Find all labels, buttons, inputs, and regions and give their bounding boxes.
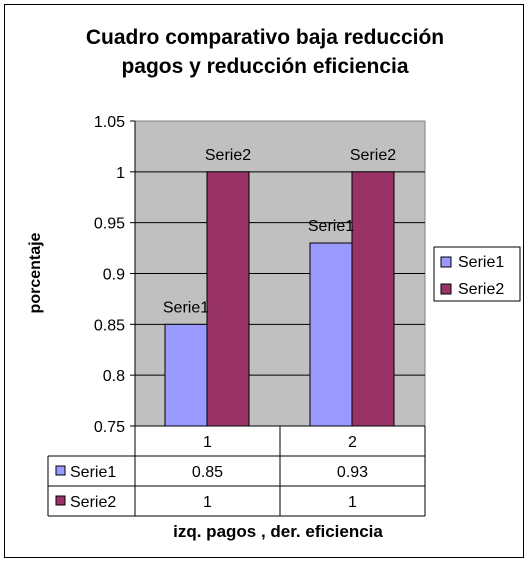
table-legend-swatch	[55, 465, 66, 476]
table-header-cell: 2	[348, 434, 357, 451]
bar-serie2-2	[351, 171, 395, 427]
chart-title-line-2: pagos y reducción eficiencia	[121, 55, 408, 78]
bar-serie1-1	[164, 323, 208, 427]
bar-serie2-1	[206, 171, 250, 427]
y-axis-label: porcentaje	[27, 232, 44, 313]
bars	[164, 171, 395, 427]
bar-label: Serie1	[308, 218, 354, 235]
table-header-cell: 1	[203, 434, 212, 451]
legend-label-serie1: Serie1	[458, 254, 504, 271]
y-tick-label: 0.75	[94, 419, 125, 436]
data-table: 1 2 Serie1 0.85 0.93 Serie2 1 1	[47, 425, 426, 517]
legend-label-serie2: Serie2	[458, 281, 504, 298]
y-tick-label: 1.05	[94, 114, 125, 131]
bar-serie1-2	[309, 242, 353, 427]
bar-label: Serie2	[205, 147, 251, 164]
y-tick-label: 0.95	[94, 216, 125, 233]
x-axis-label: izq. pagos , der. eficiencia	[173, 522, 383, 541]
legend-swatch-serie2	[440, 283, 452, 295]
table-series-name: Serie1	[70, 464, 116, 481]
bar-label: Serie2	[350, 147, 396, 164]
legend: Serie1 Serie2	[433, 246, 521, 302]
chart-title-line-1: Cuadro comparativo baja reducción	[86, 26, 444, 49]
bar-label: Serie1	[163, 299, 209, 316]
y-tick-label: 1	[116, 165, 125, 182]
table-series-name: Serie2	[70, 494, 116, 511]
table-value-cell: 1	[348, 494, 357, 511]
legend-swatch-serie1	[440, 256, 452, 268]
y-tick-label: 0.9	[103, 267, 125, 284]
table-value-cell: 0.93	[337, 464, 368, 481]
y-tick-label: 0.85	[94, 317, 125, 334]
bar-labels: Serie1 Serie2 Serie1 Serie2	[163, 147, 396, 317]
table-legend-swatch	[55, 495, 66, 506]
table-value-cell: 1	[203, 494, 212, 511]
y-tick-label: 0.8	[103, 368, 125, 385]
table-value-cell: 0.85	[192, 464, 223, 481]
y-axis-ticks: 0.75 0.8 0.85 0.9 0.95 1 1.05	[94, 114, 135, 436]
